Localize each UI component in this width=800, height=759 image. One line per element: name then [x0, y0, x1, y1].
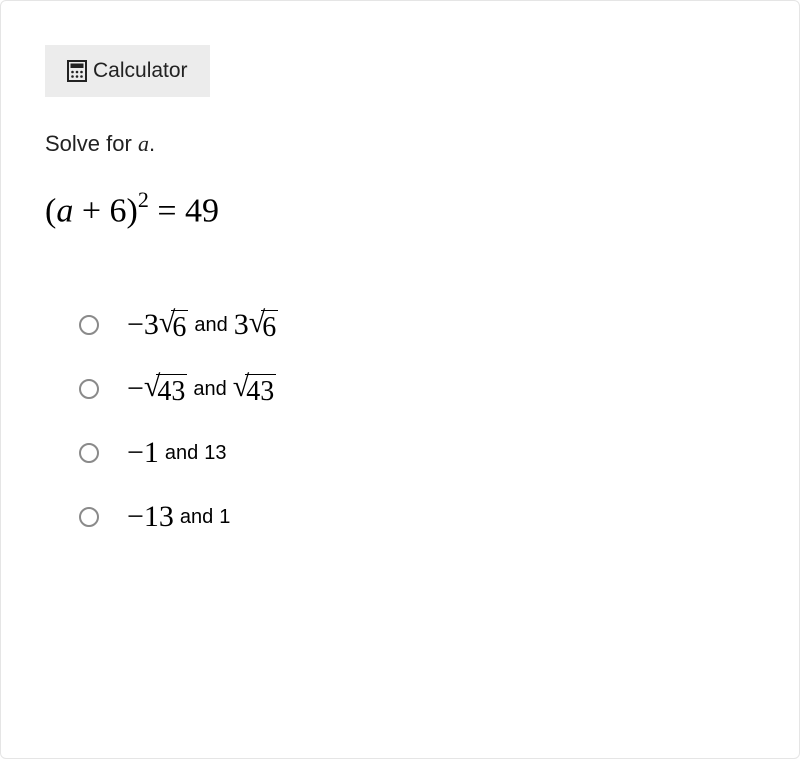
prompt-post: . — [149, 131, 155, 156]
prompt-var: a — [138, 131, 149, 156]
opt-c-minus1: − — [127, 436, 144, 470]
opt-b-rad2: 43 — [245, 374, 276, 406]
opt-a-coef2: 3 — [234, 308, 249, 342]
prompt-pre: Solve for — [45, 131, 138, 156]
opt-d-minus1: − — [127, 500, 144, 534]
eq-exp: 2 — [138, 187, 149, 212]
option-b-text: −√43 and √43 — [127, 372, 276, 406]
eq-rparen: ) — [127, 192, 138, 229]
eq-eq: = — [149, 192, 185, 229]
opt-a-and: and — [194, 314, 227, 337]
equation: (a + 6)2 = 49 — [45, 189, 755, 230]
radio-a[interactable] — [79, 315, 99, 335]
opt-d-n1: 13 — [144, 500, 174, 534]
opt-a-minus1: − — [127, 308, 144, 342]
opt-d-and: and — [180, 506, 213, 529]
opt-b-and: and — [193, 378, 226, 401]
option-a-text: −3√6 and 3√6 — [127, 308, 278, 342]
question-card: Calculator Solve for a. (a + 6)2 = 49 −3… — [0, 0, 800, 759]
question-prompt: Solve for a. — [45, 131, 755, 157]
eq-rhs: 49 — [185, 192, 219, 229]
option-b[interactable]: −√43 and √43 — [79, 372, 755, 406]
calculator-icon — [67, 60, 87, 82]
option-d[interactable]: −13 and 1 — [79, 500, 755, 534]
option-a[interactable]: −3√6 and 3√6 — [79, 308, 755, 342]
opt-d-n2: 1 — [219, 506, 230, 529]
option-c-text: −1 and 13 — [127, 436, 227, 470]
opt-c-n2: 13 — [204, 442, 226, 465]
opt-c-and: and — [165, 442, 198, 465]
radio-c[interactable] — [79, 443, 99, 463]
opt-a-rad2: 6 — [261, 310, 278, 342]
opt-a-rad1: 6 — [171, 310, 188, 342]
options-group: −3√6 and 3√6 −√43 and √43 — [45, 308, 755, 534]
opt-b-rad1: 43 — [156, 374, 187, 406]
option-d-text: −13 and 1 — [127, 500, 230, 534]
sqrt-icon: √43 — [233, 372, 276, 406]
eq-lparen: ( — [45, 192, 56, 229]
opt-b-minus1: − — [127, 372, 144, 406]
sqrt-icon: √6 — [249, 308, 278, 342]
eq-var: a — [56, 192, 73, 229]
calculator-button[interactable]: Calculator — [45, 45, 210, 97]
eq-plus: + — [73, 192, 109, 229]
option-c[interactable]: −1 and 13 — [79, 436, 755, 470]
sqrt-icon: √43 — [144, 372, 187, 406]
radio-b[interactable] — [79, 379, 99, 399]
calculator-label: Calculator — [93, 59, 188, 83]
radio-d[interactable] — [79, 507, 99, 527]
opt-c-n1: 1 — [144, 436, 159, 470]
opt-a-coef1: 3 — [144, 308, 159, 342]
sqrt-icon: √6 — [159, 308, 188, 342]
eq-const1: 6 — [110, 192, 127, 229]
